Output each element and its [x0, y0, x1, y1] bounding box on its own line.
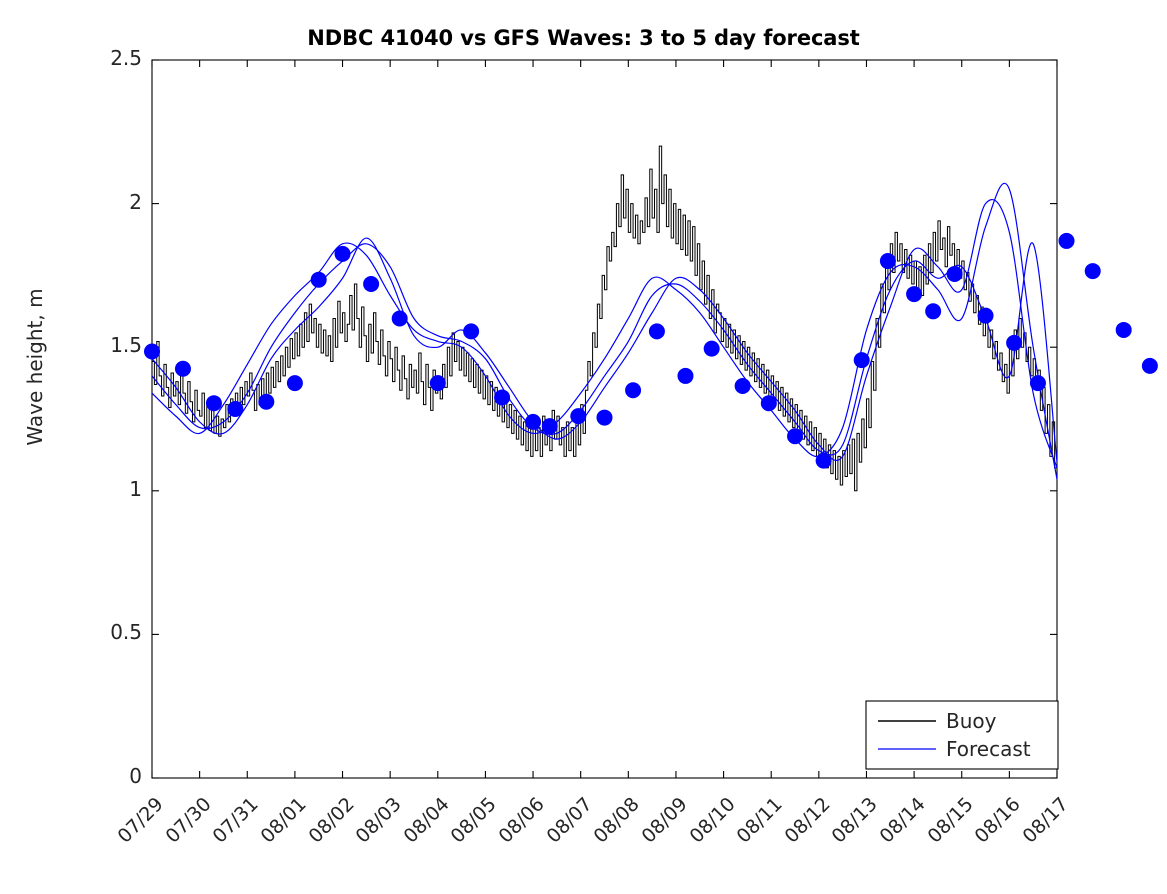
- forecast-marker: [1006, 334, 1023, 351]
- series-forecast: [151, 182, 1058, 480]
- forecast-marker: [734, 377, 751, 394]
- forecast-marker: [286, 375, 303, 392]
- forecast-marker: [1058, 232, 1075, 249]
- forecast-marker: [625, 382, 642, 399]
- forecast-marker: [760, 395, 777, 412]
- chart-plot: Buoy Forecast: [144, 59, 1158, 779]
- forecast-marker: [787, 428, 804, 445]
- legend-label-forecast: Forecast: [946, 737, 1031, 761]
- forecast-marker: [703, 340, 720, 357]
- forecast-marker: [334, 245, 351, 262]
- forecast-marker: [648, 323, 665, 340]
- forecast-marker: [541, 418, 558, 435]
- forecast-marker: [205, 395, 222, 412]
- y-tick-label: 2.5: [110, 46, 142, 70]
- forecast-marker: [227, 400, 244, 417]
- chart-legend[interactable]: Buoy Forecast: [865, 700, 1059, 770]
- figure-container: NDBC 41040 vs GFS Waves: 3 to 5 day fore…: [23, 26, 1158, 848]
- forecast-marker: [925, 303, 942, 320]
- forecast-marker: [1029, 375, 1046, 392]
- forecast-marker: [596, 409, 613, 426]
- forecast-marker: [946, 265, 963, 282]
- legend-label-buoy: Buoy: [946, 709, 997, 733]
- forecast-marker: [906, 286, 923, 303]
- forecast-marker: [429, 375, 446, 392]
- axis-frame: [151, 59, 1058, 779]
- y-tick-label: 2: [129, 189, 142, 214]
- forecast-marker: [815, 452, 832, 469]
- y-tick-label: 0.5: [110, 620, 142, 645]
- forecast-marker: [1141, 357, 1158, 374]
- y-tick-label: 1: [129, 476, 142, 501]
- forecast-marker: [174, 360, 191, 377]
- forecast-marker: [525, 413, 542, 430]
- forecast-marker: [391, 310, 408, 327]
- page-title: NDBC 41040 vs GFS Waves: 3 to 5 day fore…: [307, 26, 860, 50]
- forecast-marker: [977, 307, 994, 324]
- forecast-marker: [363, 276, 380, 293]
- forecast-markers: [144, 232, 1158, 469]
- forecast-marker: [570, 408, 587, 425]
- forecast-marker: [1084, 263, 1101, 280]
- forecast-marker: [1115, 321, 1132, 338]
- forecast-marker: [258, 393, 275, 410]
- y-tick-label: 1.5: [110, 333, 142, 358]
- forecast-marker: [494, 389, 511, 406]
- forecast-marker: [879, 253, 896, 270]
- forecast-marker: [677, 367, 694, 384]
- series-buoy: [152, 145, 1058, 492]
- forecast-marker: [853, 352, 870, 369]
- y-tick-label: 0: [129, 764, 142, 788]
- forecast-marker: [463, 323, 480, 340]
- forecast-marker: [310, 271, 327, 288]
- forecast-marker: [144, 343, 160, 360]
